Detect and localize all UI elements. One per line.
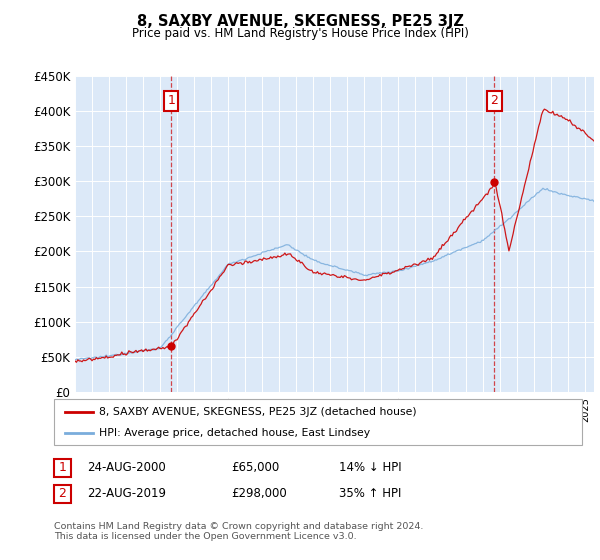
Text: 14% ↓ HPI: 14% ↓ HPI	[339, 461, 401, 474]
Text: 8, SAXBY AVENUE, SKEGNESS, PE25 3JZ: 8, SAXBY AVENUE, SKEGNESS, PE25 3JZ	[137, 14, 463, 29]
Text: £298,000: £298,000	[231, 487, 287, 501]
Text: £65,000: £65,000	[231, 461, 279, 474]
Text: 24-AUG-2000: 24-AUG-2000	[87, 461, 166, 474]
Text: 2: 2	[491, 95, 499, 108]
Text: 22-AUG-2019: 22-AUG-2019	[87, 487, 166, 501]
Text: HPI: Average price, detached house, East Lindsey: HPI: Average price, detached house, East…	[99, 428, 370, 438]
Text: Contains HM Land Registry data © Crown copyright and database right 2024.
This d: Contains HM Land Registry data © Crown c…	[54, 522, 424, 542]
Text: 1: 1	[167, 95, 175, 108]
Text: 2: 2	[58, 487, 67, 501]
Text: 1: 1	[58, 461, 67, 474]
Text: Price paid vs. HM Land Registry's House Price Index (HPI): Price paid vs. HM Land Registry's House …	[131, 27, 469, 40]
Text: 8, SAXBY AVENUE, SKEGNESS, PE25 3JZ (detached house): 8, SAXBY AVENUE, SKEGNESS, PE25 3JZ (det…	[99, 407, 416, 417]
Text: 35% ↑ HPI: 35% ↑ HPI	[339, 487, 401, 501]
